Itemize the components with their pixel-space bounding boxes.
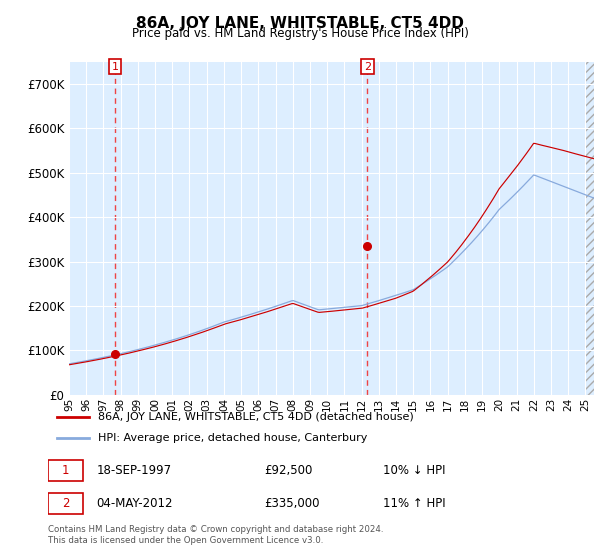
- Text: 10% ↓ HPI: 10% ↓ HPI: [383, 464, 445, 477]
- Text: 86A, JOY LANE, WHITSTABLE, CT5 4DD: 86A, JOY LANE, WHITSTABLE, CT5 4DD: [136, 16, 464, 31]
- FancyBboxPatch shape: [48, 493, 83, 514]
- Text: 04-MAY-2012: 04-MAY-2012: [97, 497, 173, 510]
- Text: 2: 2: [62, 497, 70, 510]
- Text: 86A, JOY LANE, WHITSTABLE, CT5 4DD (detached house): 86A, JOY LANE, WHITSTABLE, CT5 4DD (deta…: [98, 412, 414, 422]
- Text: Price paid vs. HM Land Registry's House Price Index (HPI): Price paid vs. HM Land Registry's House …: [131, 27, 469, 40]
- Text: 11% ↑ HPI: 11% ↑ HPI: [383, 497, 445, 510]
- Text: 2: 2: [364, 62, 371, 72]
- Text: 18-SEP-1997: 18-SEP-1997: [97, 464, 172, 477]
- Bar: [586, 62, 594, 395]
- Text: Contains HM Land Registry data © Crown copyright and database right 2024.
This d: Contains HM Land Registry data © Crown c…: [48, 525, 383, 545]
- FancyBboxPatch shape: [48, 460, 83, 481]
- Text: £335,000: £335,000: [264, 497, 320, 510]
- Text: HPI: Average price, detached house, Canterbury: HPI: Average price, detached house, Cant…: [98, 433, 368, 444]
- Text: 1: 1: [62, 464, 70, 477]
- Text: 1: 1: [112, 62, 118, 72]
- Text: £92,500: £92,500: [264, 464, 313, 477]
- Bar: [586, 62, 594, 395]
